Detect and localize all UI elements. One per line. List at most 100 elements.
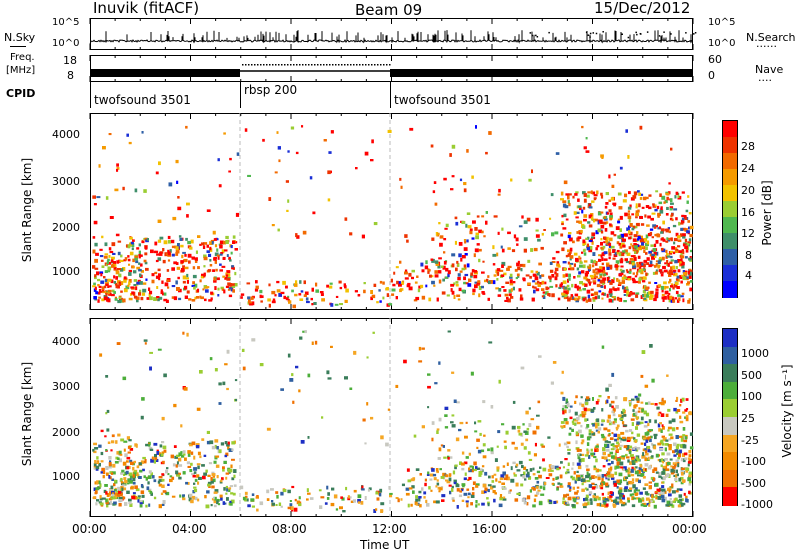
radar-echo-cell xyxy=(582,411,587,415)
radar-echo-cell xyxy=(608,174,611,179)
radar-echo-cell xyxy=(680,275,683,279)
radar-echo-cell xyxy=(347,497,351,501)
nave-dot xyxy=(383,64,385,66)
radar-echo-cell xyxy=(271,290,276,295)
radar-echo-cell xyxy=(672,251,676,255)
radar-echo-cell xyxy=(568,202,571,207)
radar-echo-cell xyxy=(567,195,570,200)
radar-echo-cell xyxy=(129,448,134,451)
radar-echo-cell xyxy=(375,491,379,495)
velocity-ytick-1000: 1000 xyxy=(52,470,80,483)
radar-echo-cell xyxy=(627,213,630,216)
radar-echo-cell xyxy=(655,293,658,296)
radar-echo-cell xyxy=(140,296,144,301)
radar-echo-cell xyxy=(424,482,427,487)
radar-echo-cell xyxy=(613,298,616,301)
radar-echo-cell xyxy=(229,502,233,506)
radar-echo-cell xyxy=(477,280,481,284)
radar-echo-cell xyxy=(218,449,222,454)
radar-echo-cell xyxy=(664,458,668,461)
radar-echo-cell xyxy=(631,227,635,231)
radar-echo-cell xyxy=(154,457,158,461)
radar-echo-cell xyxy=(616,461,621,465)
radar-echo-cell xyxy=(569,257,572,261)
radar-echo-cell xyxy=(421,295,426,300)
radar-echo-cell xyxy=(158,161,161,166)
radar-echo-cell xyxy=(675,217,678,221)
radar-echo-cell xyxy=(122,186,125,191)
radar-echo-cell xyxy=(214,489,219,493)
radar-echo-cell xyxy=(274,171,278,174)
radar-echo-cell xyxy=(670,468,674,473)
radar-echo-cell xyxy=(533,247,538,252)
radar-echo-cell xyxy=(221,288,225,291)
radar-echo-cell xyxy=(609,403,612,407)
radar-echo-cell xyxy=(567,261,570,265)
radar-echo-cell xyxy=(217,158,220,162)
radar-echo-cell xyxy=(466,212,471,215)
radar-echo-cell xyxy=(641,242,645,246)
radar-echo-cell xyxy=(585,150,590,153)
radar-echo-cell xyxy=(637,238,640,241)
radar-echo-cell xyxy=(610,443,615,446)
radar-echo-cell xyxy=(670,470,675,475)
radar-echo-cell xyxy=(525,274,530,277)
radar-echo-cell xyxy=(564,458,568,461)
radar-echo-cell xyxy=(607,496,611,499)
radar-echo-cell xyxy=(195,250,198,254)
radar-echo-cell xyxy=(93,462,97,467)
radar-echo-cell xyxy=(567,496,572,501)
radar-echo-cell xyxy=(156,253,160,256)
radar-echo-cell xyxy=(302,330,305,333)
radar-echo-cell xyxy=(468,476,472,480)
radar-echo-cell xyxy=(653,297,657,302)
radar-echo-cell xyxy=(520,442,524,446)
radar-echo-cell xyxy=(459,490,462,493)
radar-echo-cell xyxy=(660,458,664,463)
radar-echo-cell xyxy=(496,445,499,448)
radar-echo-cell xyxy=(565,273,568,277)
radar-echo-cell xyxy=(215,455,220,458)
radar-echo-cell xyxy=(658,226,661,229)
radar-echo-cell xyxy=(533,498,537,503)
radar-echo-cell xyxy=(138,476,142,479)
radar-echo-cell xyxy=(658,201,663,205)
radar-echo-cell xyxy=(648,250,652,254)
radar-echo-cell xyxy=(491,475,494,479)
radar-echo-cell xyxy=(568,232,572,235)
radar-echo-cell xyxy=(487,488,490,493)
radar-echo-cell xyxy=(577,456,581,460)
radar-echo-cell xyxy=(113,483,116,487)
radar-echo-cell xyxy=(128,498,132,502)
radar-echo-cell xyxy=(211,473,216,477)
radar-echo-cell xyxy=(93,296,97,300)
radar-echo-cell xyxy=(591,241,594,245)
radar-echo-cell xyxy=(105,263,109,267)
radar-echo-cell xyxy=(629,429,633,432)
radar-echo-cell xyxy=(624,193,628,198)
radar-echo-cell xyxy=(234,271,237,276)
radar-echo-cell xyxy=(453,479,457,484)
radar-echo-cell xyxy=(93,288,97,292)
radar-echo-cell xyxy=(613,288,617,291)
radar-echo-cell xyxy=(157,239,162,243)
radar-echo-cell xyxy=(655,494,658,498)
radar-echo-cell xyxy=(469,465,473,468)
radar-echo-cell xyxy=(583,146,587,150)
radar-echo-cell xyxy=(682,243,686,247)
radar-echo-cell xyxy=(461,467,465,471)
radar-echo-cell xyxy=(650,217,654,221)
radar-echo-cell xyxy=(100,451,104,456)
radar-echo-cell xyxy=(679,488,683,491)
radar-echo-cell xyxy=(445,479,449,482)
radar-echo-cell xyxy=(490,405,494,409)
radar-echo-cell xyxy=(611,299,614,303)
nsearch-dot xyxy=(670,33,672,35)
radar-echo-cell xyxy=(501,264,504,268)
radar-echo-cell xyxy=(385,442,389,447)
radar-echo-cell xyxy=(276,280,280,284)
radar-echo-cell xyxy=(576,231,580,234)
radar-echo-cell xyxy=(199,295,202,299)
radar-echo-cell xyxy=(170,239,175,244)
radar-echo-cell xyxy=(661,289,664,293)
